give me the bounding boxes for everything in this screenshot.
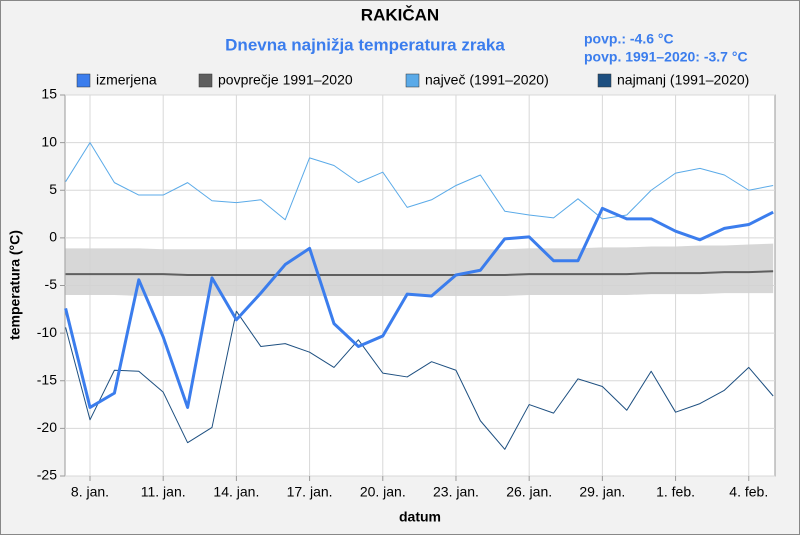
- series-line: [64, 206, 774, 409]
- y-tick-label: -5: [45, 276, 58, 292]
- x-tick-label: 4. feb.: [729, 484, 768, 500]
- x-tick-label: 20. jan.: [360, 484, 406, 500]
- y-tick-label: 10: [41, 133, 57, 149]
- x-tick-label: 29. jan.: [579, 484, 625, 500]
- x-tick-label: 8. jan.: [71, 484, 109, 500]
- x-tick-label: 23. jan.: [433, 484, 479, 500]
- x-tick-label: 1. feb.: [656, 484, 695, 500]
- legend-swatch: [405, 73, 420, 88]
- legend-label: povprečje 1991–2020: [218, 72, 353, 88]
- series-line: [65, 310, 774, 450]
- annotation: povp. 1991–2020: -3.7 °C: [584, 49, 748, 65]
- x-tick-label: 11. jan.: [141, 484, 186, 500]
- chart-title: RAKIČAN: [361, 5, 439, 24]
- legend-label: najmanj (1991–2020): [617, 72, 749, 88]
- legend-label: največ (1991–2020): [425, 72, 549, 88]
- legend-swatch: [597, 73, 612, 88]
- y-tick-label: -10: [37, 324, 57, 340]
- x-tick-label: 14. jan.: [213, 484, 259, 500]
- series-line: [65, 142, 774, 221]
- y-tick-label: -15: [37, 371, 57, 387]
- y-tick-label: 5: [49, 181, 57, 197]
- x-tick-label: 17. jan.: [287, 484, 333, 500]
- y-tick-label: -25: [37, 467, 57, 483]
- chart-subtitle: Dnevna najnižja temperatura zraka: [225, 35, 505, 54]
- x-tick-label: 26. jan.: [506, 484, 552, 500]
- legend-label: izmerjena: [96, 72, 157, 88]
- range-band: [65, 243, 774, 296]
- annotation: povp.: -4.6 °C: [584, 31, 674, 47]
- series-line: [65, 270, 774, 277]
- legend-swatch: [76, 73, 91, 88]
- y-tick-label: 0: [49, 229, 57, 245]
- legend-swatch: [198, 73, 213, 88]
- y-tick-label: -20: [37, 419, 57, 435]
- y-tick-label: 15: [41, 86, 57, 102]
- y-axis-label: temperatura (°C): [7, 230, 23, 340]
- x-axis-label: datum: [399, 509, 441, 525]
